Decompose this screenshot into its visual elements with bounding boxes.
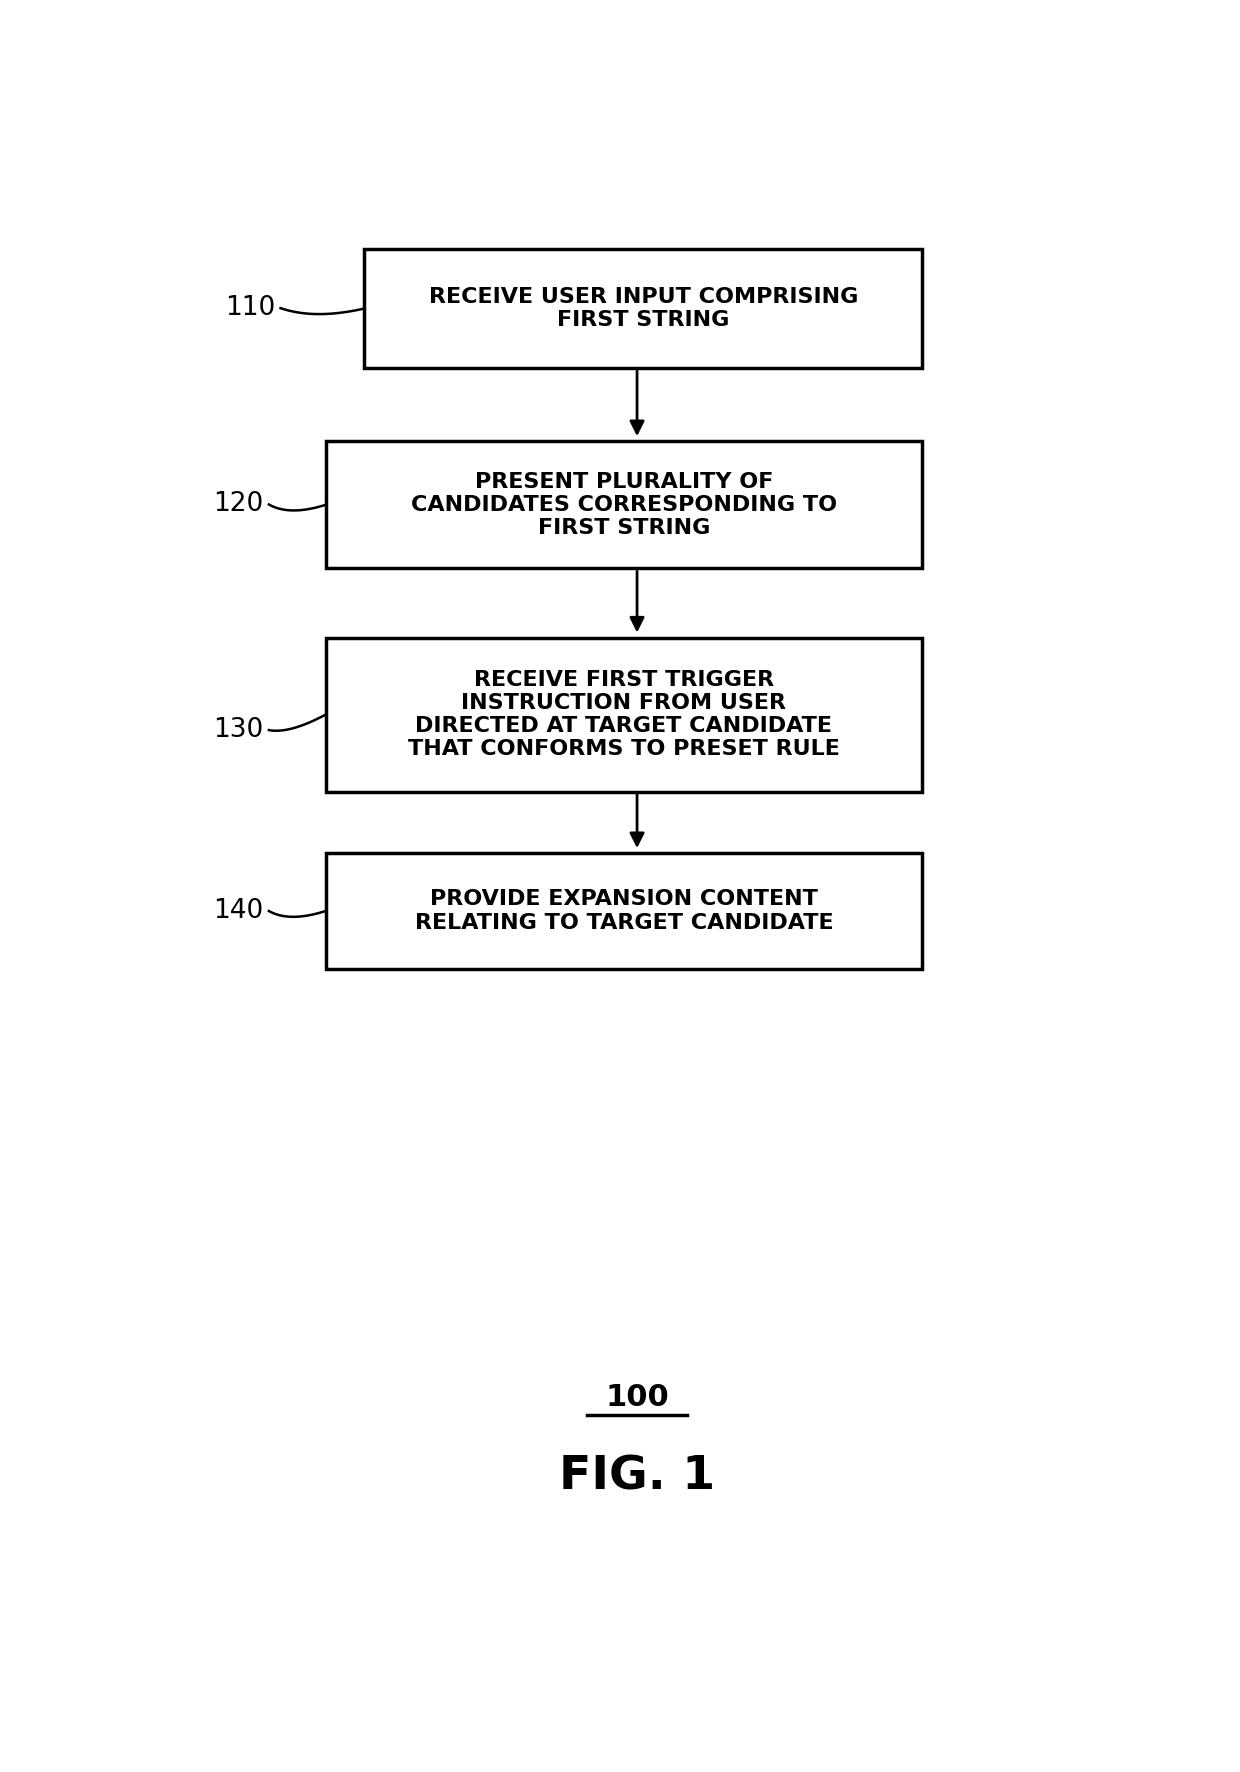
Text: RECEIVE USER INPUT COMPRISING
FIRST STRING: RECEIVE USER INPUT COMPRISING FIRST STRI…: [429, 287, 858, 330]
Text: 120: 120: [213, 491, 263, 517]
FancyBboxPatch shape: [365, 248, 923, 369]
FancyBboxPatch shape: [325, 854, 923, 969]
Text: PROVIDE EXPANSION CONTENT
RELATING TO TARGET CANDIDATE: PROVIDE EXPANSION CONTENT RELATING TO TA…: [414, 890, 833, 932]
Text: RECEIVE FIRST TRIGGER
INSTRUCTION FROM USER
DIRECTED AT TARGET CANDIDATE
THAT CO: RECEIVE FIRST TRIGGER INSTRUCTION FROM U…: [408, 670, 839, 760]
FancyBboxPatch shape: [325, 441, 923, 569]
Text: PRESENT PLURALITY OF
CANDIDATES CORRESPONDING TO
FIRST STRING: PRESENT PLURALITY OF CANDIDATES CORRESPO…: [410, 471, 837, 539]
Text: 140: 140: [213, 898, 263, 923]
Text: FIG. 1: FIG. 1: [559, 1455, 715, 1499]
Text: 100: 100: [605, 1382, 668, 1412]
Text: 110: 110: [224, 296, 275, 321]
FancyBboxPatch shape: [325, 638, 923, 792]
Text: 130: 130: [213, 718, 263, 742]
